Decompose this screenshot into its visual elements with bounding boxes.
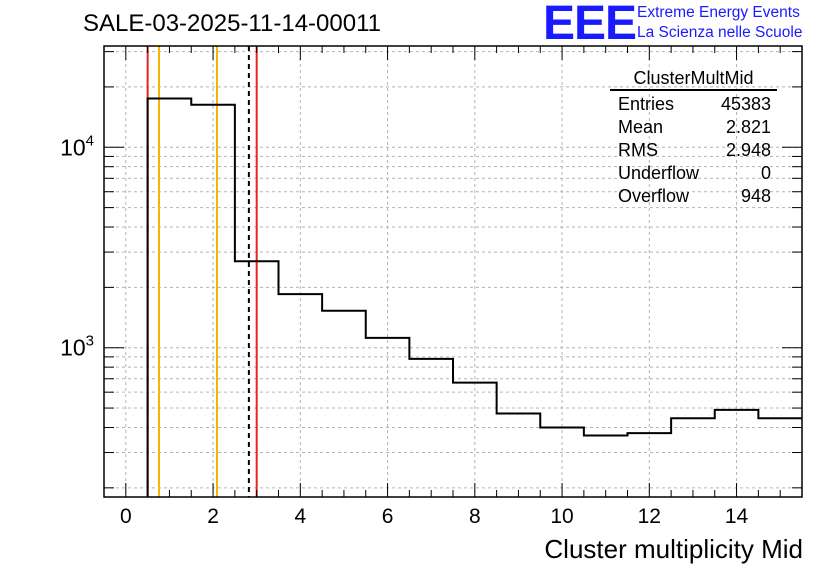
org-name: Extreme Energy Events [637, 4, 800, 21]
x-tick-label: 8 [469, 505, 481, 528]
histogram-bin [191, 105, 235, 497]
stats-value: 45383 [720, 94, 771, 114]
stats-label: Overflow [618, 186, 690, 206]
stats-box: ClusterMultMid Entries 45383 Mean 2.821 … [610, 68, 777, 208]
stats-row-rms: RMS 2.948 [610, 139, 777, 162]
stats-value: 0 [760, 163, 771, 183]
x-tick-label: 4 [294, 505, 306, 528]
run-title: SALE-03-2025-11-14-00011 [83, 10, 381, 37]
stats-value: 2.948 [725, 140, 771, 160]
x-tick-label: 0 [120, 505, 132, 528]
x-tick-label: 2 [207, 505, 219, 528]
y-tick-label: 103 [60, 333, 94, 361]
histogram-bin [148, 99, 192, 497]
x-axis-label: Cluster multiplicity Mid [544, 534, 803, 564]
stats-label: RMS [618, 140, 658, 160]
histogram-outline [146, 97, 802, 497]
stats-row-underflow: Underflow 0 [610, 162, 777, 185]
histogram-bin [279, 294, 323, 497]
stats-row-entries: Entries 45383 [610, 93, 777, 116]
histogram-bin [671, 418, 715, 497]
stats-title: ClusterMultMid [610, 68, 777, 91]
histogram-bin [409, 359, 453, 497]
histogram-bin [235, 261, 279, 497]
axes: 0 2 4 6 8 10 12 14 103 104 [60, 45, 803, 528]
histogram-bin [453, 383, 497, 497]
histogram-bin [497, 413, 541, 497]
x-tick-label: 10 [550, 505, 573, 528]
org-subtitle: La Scienza nelle Scuole [637, 24, 803, 41]
stats-label: Mean [618, 117, 664, 137]
histogram-bin [758, 418, 802, 497]
eee-logo: EEE [543, 0, 637, 50]
x-tick-label: 12 [638, 505, 661, 528]
stats-label: Entries [618, 94, 675, 114]
stats-row-mean: Mean 2.821 [610, 116, 777, 139]
stats-row-overflow: Overflow 948 [610, 185, 777, 208]
stats-value: 2.821 [725, 117, 771, 137]
histogram-bars [146, 97, 802, 497]
stats-value: 948 [740, 186, 771, 206]
x-tick-label: 6 [382, 505, 394, 528]
y-tick-label: 104 [60, 132, 94, 160]
stats-label: Underflow [618, 163, 700, 183]
histogram-bin [366, 338, 410, 497]
histogram-bin [322, 311, 366, 497]
x-tick-label: 14 [725, 505, 749, 528]
histogram-bin [584, 435, 628, 497]
